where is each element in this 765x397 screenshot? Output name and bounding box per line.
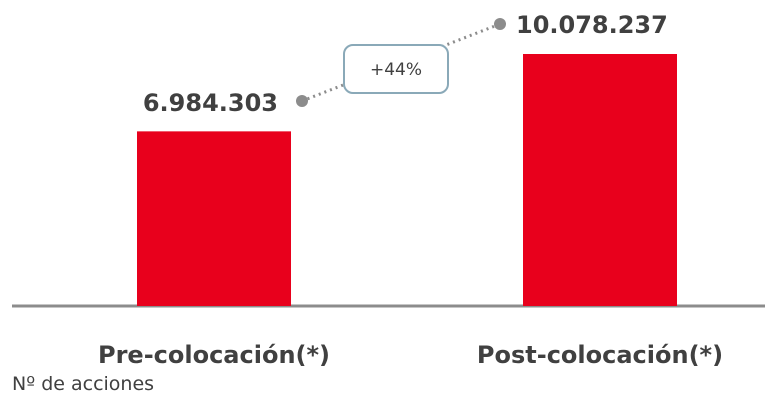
bar-post-colocacion [523,54,677,306]
change-callout-label: +44% [370,60,422,80]
connector-dot-pre [296,95,308,107]
change-callout-box [343,44,449,94]
unit-label: Nº de acciones [12,373,154,395]
value-label-post: 10.078.237 [516,11,668,39]
bar-pre-colocacion [137,131,291,306]
category-label-post: Post-colocación(*) [477,341,723,369]
value-label-pre: 6.984.303 [143,89,278,117]
connector-dot-post [494,18,506,30]
category-label-pre: Pre-colocación(*) [98,341,330,369]
